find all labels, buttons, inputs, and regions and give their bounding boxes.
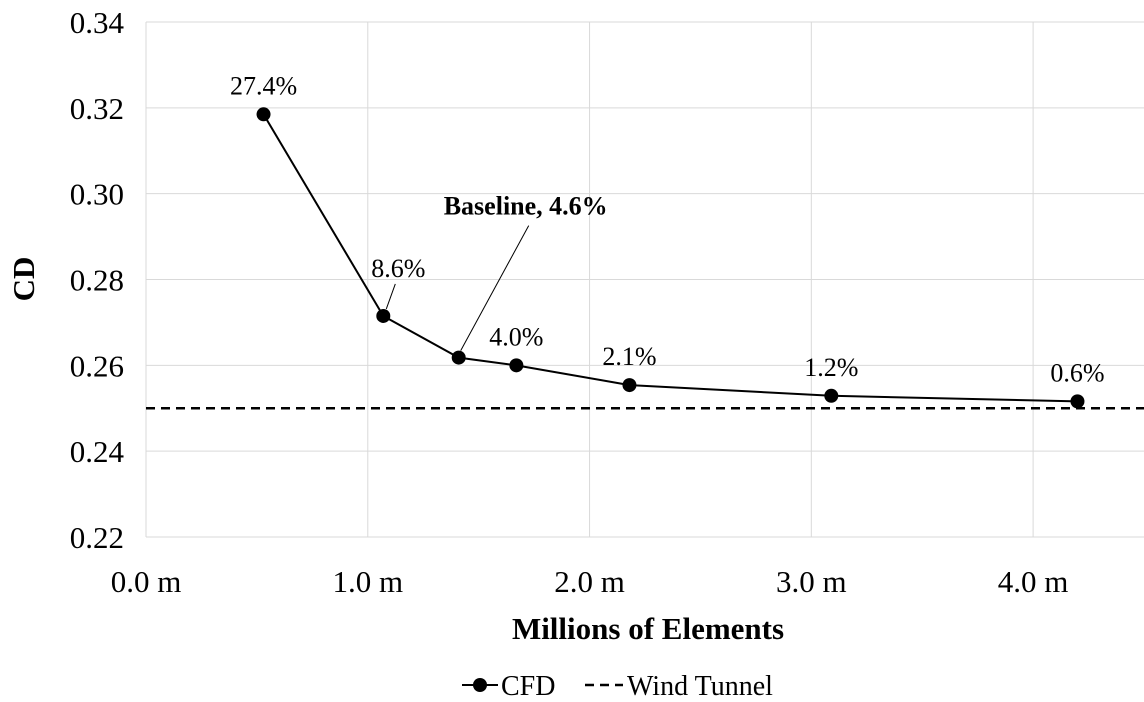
- grid: [145, 21, 1144, 538]
- data-label: 4.0%: [489, 322, 543, 351]
- y-tick-label: 0.24: [70, 434, 125, 469]
- cfd-data-point: [622, 378, 637, 393]
- y-axis-title: CD: [6, 257, 41, 302]
- cfd-data-point: [824, 388, 839, 403]
- legend-wind-tunnel-label: Wind Tunnel: [627, 671, 773, 702]
- y-tick-label: 0.34: [70, 5, 125, 40]
- x-tick-label: 1.0 m: [332, 564, 403, 599]
- cfd-data-point: [376, 308, 391, 323]
- data-label: 0.6%: [1050, 358, 1104, 387]
- data-label: 8.6%: [371, 254, 425, 283]
- tick-labels: 0.22 0.24 0.26 0.28 0.30 0.32 0.34 0.0 m 1.0 m 2.…: [70, 5, 1069, 599]
- legend: CFD Wind Tunnel: [462, 671, 773, 702]
- data-label: 27.4%: [230, 71, 297, 100]
- x-tick-label: 2.0 m: [554, 564, 625, 599]
- cfd-data-point: [1070, 394, 1085, 409]
- series-layer: [256, 107, 1085, 409]
- baseline-leader-line: [460, 225, 530, 351]
- y-tick-label: 0.26: [70, 348, 124, 383]
- legend-cfd-label: CFD: [501, 671, 555, 702]
- cfd-data-point: [509, 358, 524, 373]
- x-tick-label: 4.0 m: [998, 564, 1069, 599]
- x-tick-label: 0.0 m: [111, 564, 182, 599]
- cfd-data-point: [256, 107, 271, 122]
- y-tick-label: 0.28: [70, 263, 124, 298]
- y-tick-label: 0.22: [70, 520, 124, 555]
- data-label-baseline: Baseline, 4.6%: [444, 192, 608, 221]
- data-label: 1.2%: [804, 353, 858, 382]
- x-tick-label: 3.0 m: [776, 564, 847, 599]
- data-label-layer: 27.4% 8.6% Baseline, 4.6% 4.0% 2.1% 1.2% 0.6%: [230, 71, 1105, 387]
- y-tick-label: 0.30: [70, 177, 124, 212]
- legend-cfd-marker: [473, 678, 487, 692]
- y-tick-label: 0.32: [70, 91, 124, 126]
- cfd-data-point: [451, 350, 466, 365]
- label-leader-line: [385, 283, 396, 310]
- x-axis-title: Millions of Elements: [512, 611, 784, 646]
- data-label: 2.1%: [602, 342, 656, 371]
